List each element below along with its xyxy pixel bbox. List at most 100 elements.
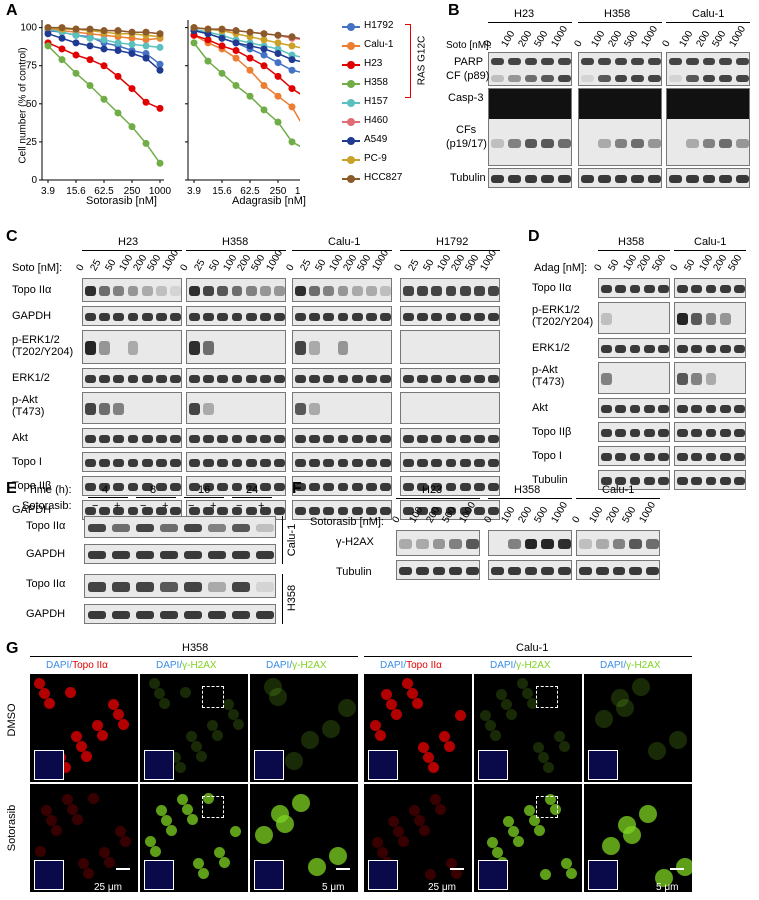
dose-label: 200 [516,505,534,525]
blot-band [676,453,688,461]
dose-label: 500 [532,29,551,49]
cell-nucleus [480,710,491,721]
cell-nucleus [402,678,413,689]
topo-label: Topo IIα [406,660,442,671]
blot-strip [400,368,500,388]
blot-band [474,459,485,467]
blot-band [337,375,349,383]
cell-nucleus [393,826,404,837]
blot-band [84,507,96,515]
blot-band [337,483,349,491]
dose-label: 1000 [727,24,749,49]
blot-band [417,375,428,383]
dose-label: 200 [694,29,712,49]
blot-band [170,507,181,515]
cell-nucleus [398,836,409,847]
blot-band [643,477,655,485]
legend-label: H1792 [364,20,394,31]
cell-nucleus [446,858,457,869]
blot-band [294,402,306,416]
blot-band [524,567,538,575]
blot-band [274,459,285,467]
legend-label: H157 [364,96,388,107]
group-underline [396,498,480,499]
blot-band [581,75,594,82]
cell-nucleus [120,836,131,847]
cell-nucleus [503,816,514,827]
data-point [190,24,198,32]
blot-band [170,483,181,491]
blot-band [99,286,110,296]
blot-band [351,313,363,321]
cell-nucleus [513,836,524,847]
data-point [156,66,164,74]
blot-band [366,435,377,443]
legend-label: H23 [364,58,383,69]
blot-band [445,375,457,383]
blot-band [402,459,414,467]
cell-nucleus [508,826,519,837]
blot-strip [292,278,392,302]
blot-band [203,286,214,296]
blot-strip [82,330,182,364]
blot-band [351,459,363,467]
cell-nucleus [632,678,650,696]
inset-dapi [368,860,398,890]
blot-band [734,429,745,437]
legend-entry: H23 [342,58,422,72]
blot-band [488,435,499,443]
blot-band [399,567,412,575]
blot-band [87,582,107,592]
blot-band [366,483,377,491]
blot-band [111,551,131,559]
blot-band [705,312,717,326]
data-point [86,56,94,64]
blot-band [323,435,335,443]
group-underline [598,250,670,251]
cell-nucleus [180,687,191,698]
data-point [288,42,296,50]
blot-band [113,483,125,491]
blot-band [141,375,153,383]
micrograph-tile [250,784,358,892]
data-point [274,72,282,80]
blot-strip [82,476,182,496]
row-label: (T473) [532,376,565,388]
blot-band [445,459,457,467]
data-point [58,24,66,32]
blot-band [127,483,139,491]
dose-label: 500 [726,253,744,273]
data-point [44,30,52,38]
blot-band [595,567,609,575]
blot-band [507,175,521,183]
blot-strip [82,306,182,326]
blot-band [366,459,377,467]
blot-band [676,345,688,353]
cell-nucleus [414,815,425,826]
data-point [204,25,212,33]
blot-band [488,507,499,515]
blot-band [719,477,731,485]
blot-band [507,567,521,575]
blot-band [691,312,703,326]
cell-nucleus [559,741,570,752]
blot-strip [598,470,670,490]
cell-nucleus [554,731,565,742]
cell-nucleus [118,719,129,730]
data-point [246,66,254,74]
blot-strip [488,52,572,86]
blot-band [380,483,391,491]
micrograph-tile [250,674,358,782]
cell-nucleus [264,678,282,696]
column-header: DAPI/Topo IIα [46,660,108,671]
data-point [288,56,296,64]
blot-band [309,507,320,515]
blot-strip [400,278,500,302]
row-label: Casp-3 [448,92,484,104]
cell-nucleus [170,752,181,763]
blot-band [669,58,682,65]
blot-band [629,285,641,293]
blot-band [417,435,428,443]
dose-row-label: Soto [nM]: [12,262,63,274]
blot-band [159,611,179,619]
